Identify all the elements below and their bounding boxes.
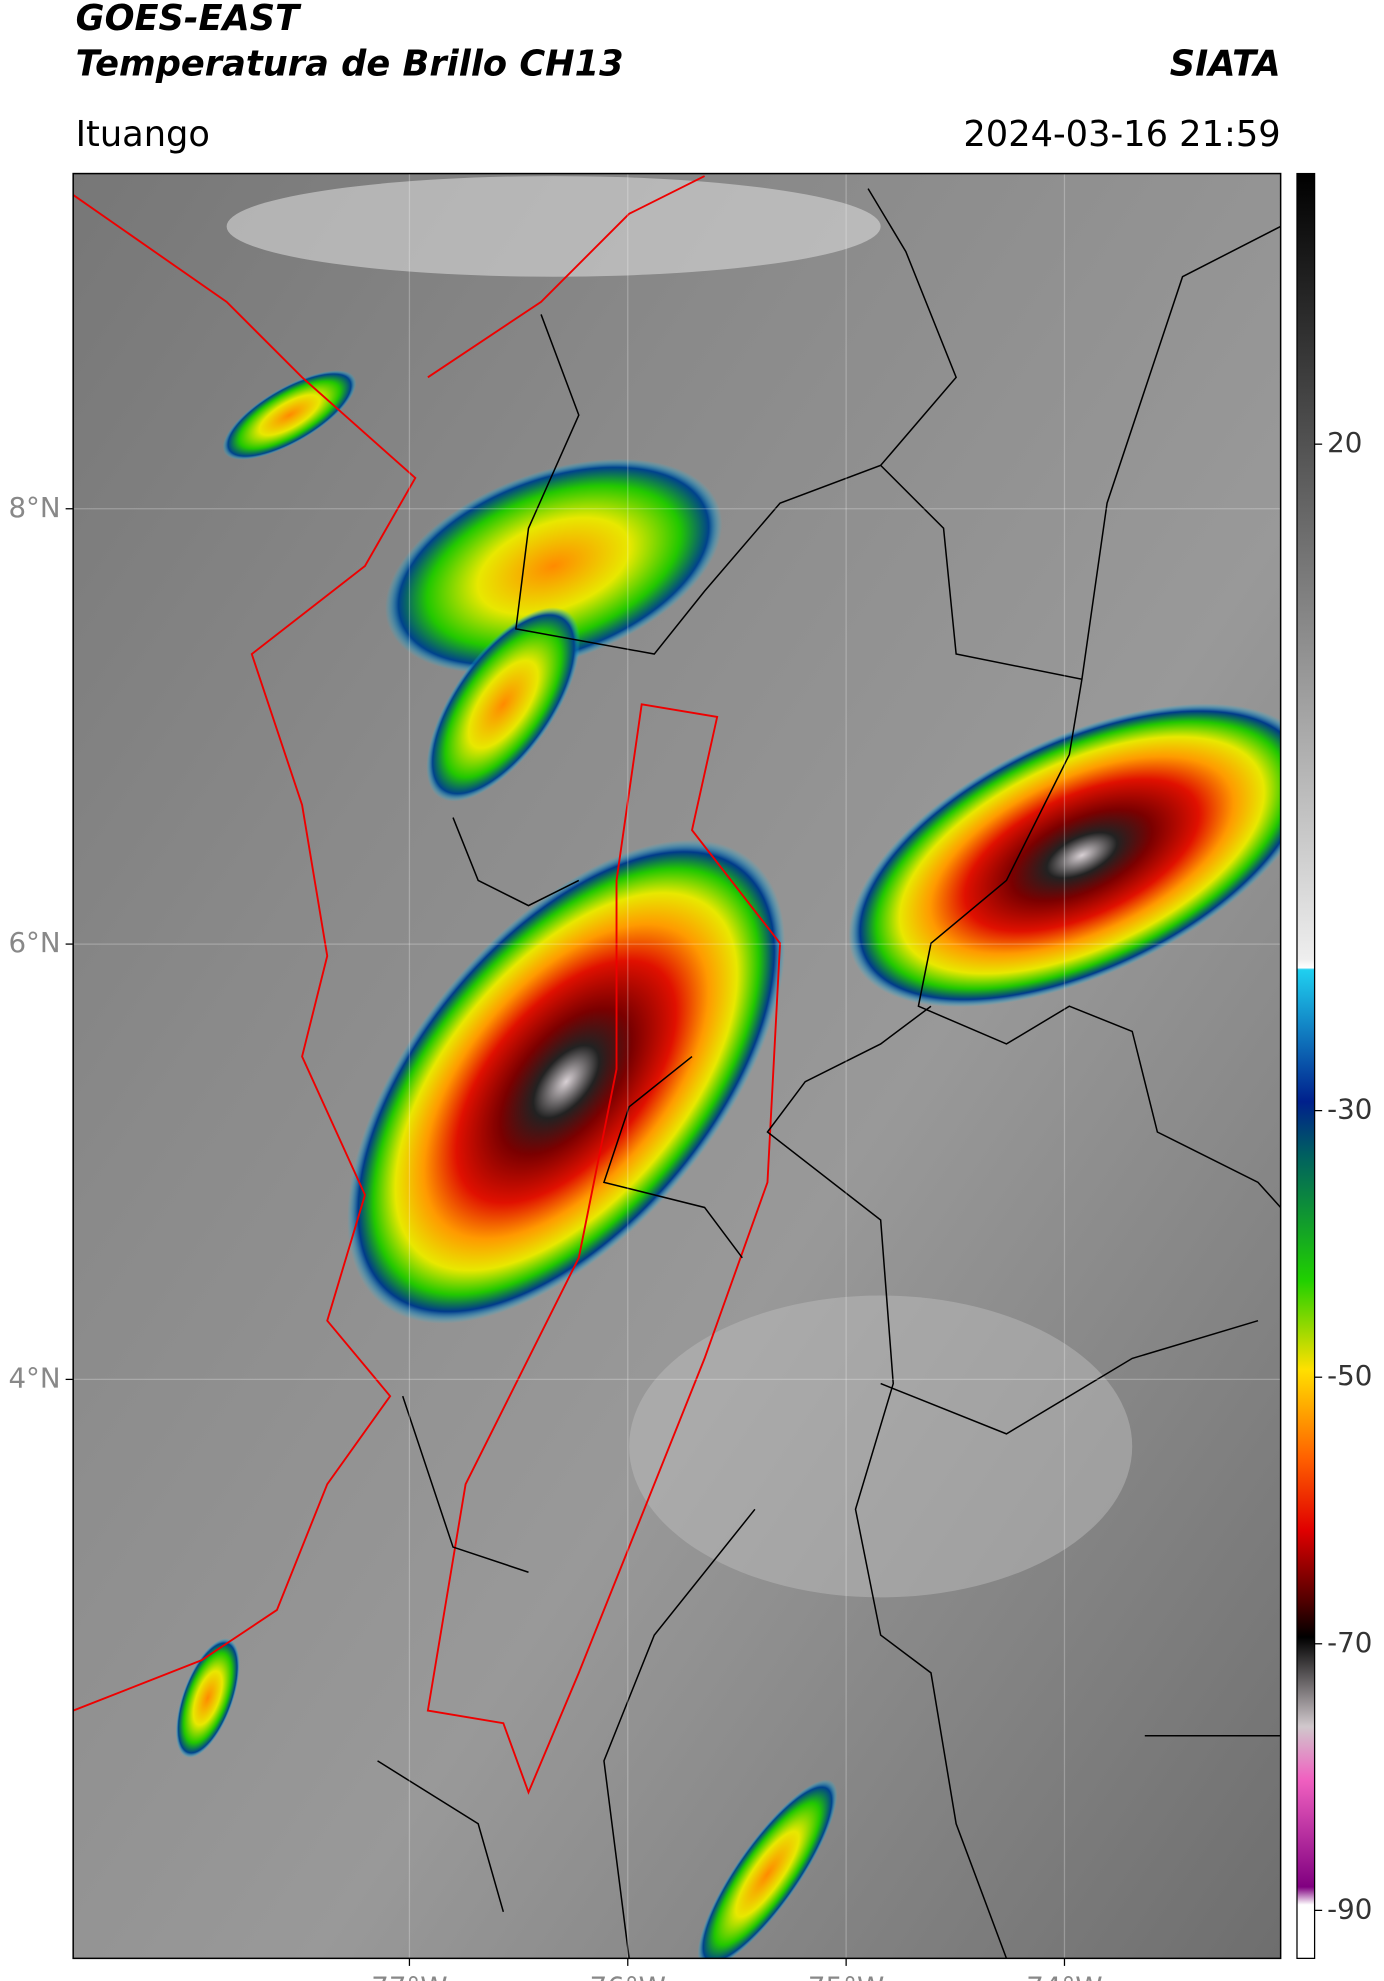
datetime: 2024-03-16 21:59	[963, 114, 1280, 155]
product: Temperatura de Brillo CH13	[76, 43, 624, 84]
coastline	[73, 194, 417, 1712]
lat-tick-label: 8°N	[8, 491, 60, 524]
satellite: GOES-EAST	[76, 0, 302, 39]
map-frame	[72, 172, 1282, 1960]
border	[427, 175, 705, 379]
colorbar-tick-label: -90	[1327, 1892, 1372, 1925]
lat-tick-label: 4°N	[8, 1361, 60, 1394]
storm-cell	[426, 607, 581, 802]
colorbar	[1296, 172, 1316, 1959]
storm-cell	[222, 370, 357, 460]
lon-tick-label: 75°W	[808, 1971, 884, 1981]
basin-outline	[426, 703, 782, 1795]
lat-tick-label: 6°N	[8, 926, 60, 959]
storm-cell	[175, 1638, 240, 1758]
storm-cell	[848, 703, 1281, 1008]
graticule	[73, 173, 1281, 1959]
storm-cell	[385, 458, 723, 674]
lon-tick-label: 76°W	[590, 1971, 666, 1981]
colorbar-tick-label: -30	[1327, 1093, 1372, 1126]
storm-cell	[347, 839, 786, 1324]
lon-tick-label: 74°W	[1026, 1971, 1102, 1981]
map-area	[73, 173, 1281, 1959]
lon-tick-label: 77°W	[371, 1971, 447, 1981]
cloud	[629, 1295, 1133, 1598]
colorbar-tick-label: 20	[1327, 426, 1362, 459]
colorbar-tick-label: -70	[1327, 1626, 1372, 1659]
admin-boundaries	[377, 188, 1281, 1959]
storm-cell	[697, 1779, 838, 1959]
cloud	[226, 176, 881, 277]
colorbar-tick-label: -50	[1327, 1359, 1372, 1392]
agency: SIATA	[1170, 43, 1281, 84]
region: Ituango	[76, 114, 210, 155]
